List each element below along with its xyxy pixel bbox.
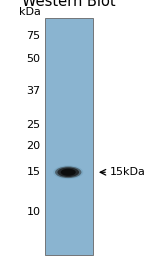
Text: 20: 20 (26, 141, 40, 151)
Ellipse shape (53, 165, 83, 179)
Ellipse shape (57, 168, 79, 177)
Text: 15kDa: 15kDa (110, 167, 145, 177)
Text: 10: 10 (27, 207, 40, 217)
Text: kDa: kDa (19, 7, 40, 17)
Text: 25: 25 (26, 120, 40, 130)
Text: 75: 75 (26, 31, 40, 41)
Text: Western Blot: Western Blot (22, 0, 116, 9)
Bar (45, 18, 93, 255)
Text: 50: 50 (27, 54, 40, 64)
Ellipse shape (61, 169, 76, 176)
Text: 15: 15 (27, 167, 40, 177)
Ellipse shape (55, 166, 81, 178)
Text: 37: 37 (26, 86, 40, 96)
